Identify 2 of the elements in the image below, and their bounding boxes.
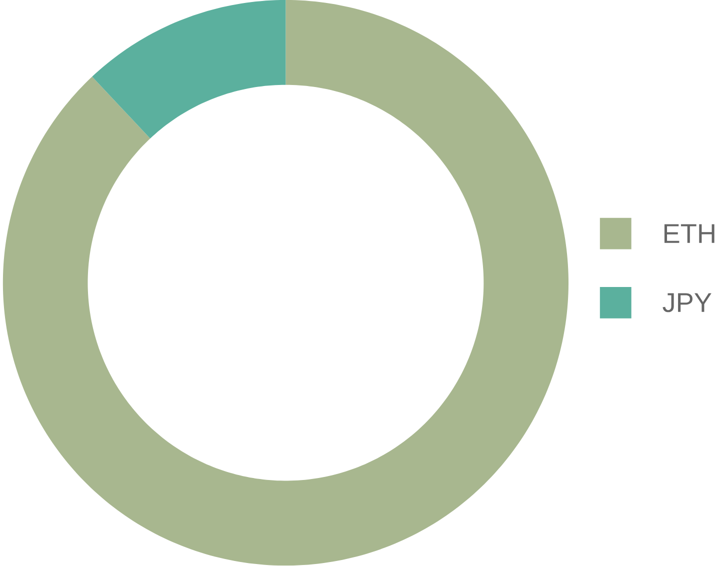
legend-label: JPY bbox=[662, 293, 712, 312]
legend-label: ETH bbox=[664, 224, 714, 244]
